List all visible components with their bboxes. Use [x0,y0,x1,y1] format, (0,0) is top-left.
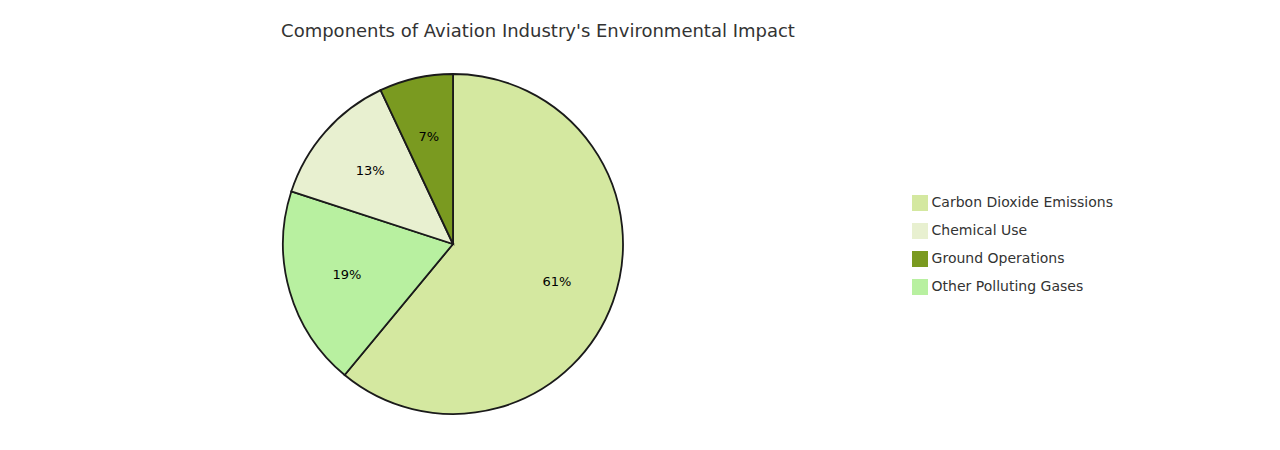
svg-text:7%: 7% [419,129,440,144]
html-text:Carbon Dioxide Emissions: Carbon Dioxide Emissions [931,194,1113,210]
html-text:Chemical Use: Chemical Use [931,222,1028,238]
svg-text:13%: 13% [356,163,385,178]
svg-text:19%: 19% [332,267,361,282]
html-text:Ground Operations: Ground Operations [931,250,1065,266]
svg-text:61%: 61% [543,274,572,289]
html-text:Other Polluting Gases: Other Polluting Gases [931,278,1084,294]
html-text:Components of Aviation Industr: Components of Aviation Industry's Enviro… [281,20,795,41]
